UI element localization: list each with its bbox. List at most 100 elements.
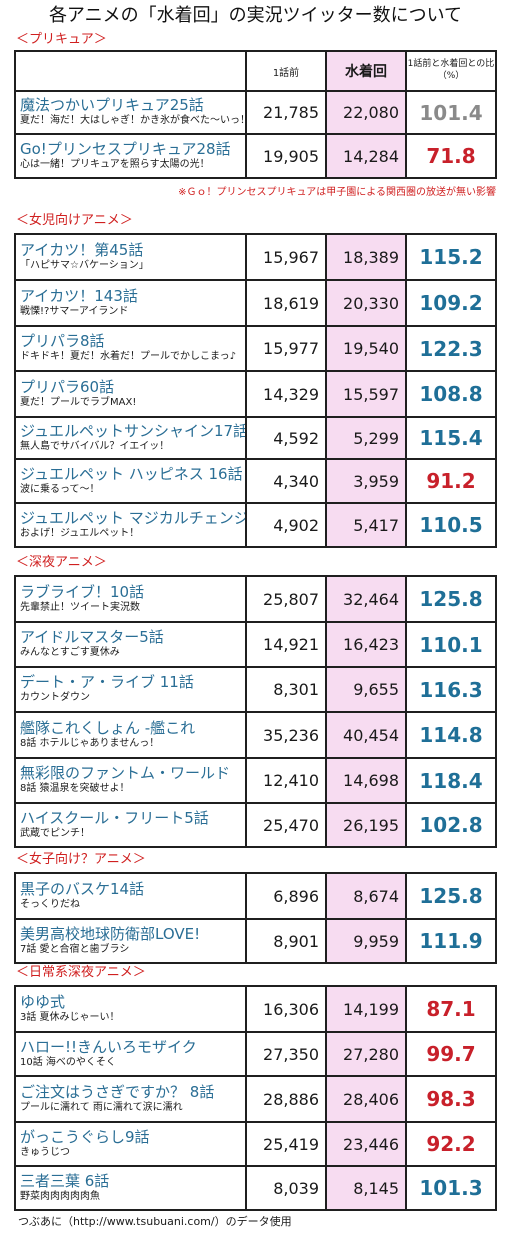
table-row: ハイスクール・フリート5話 武蔵でピンチ！ 25,470 26,195 102.8 — [14, 802, 497, 848]
episode-title: 三者三葉 6話 — [20, 1171, 110, 1190]
swim-count: 14,199 — [325, 985, 407, 1033]
before-count: 15,977 — [245, 325, 327, 372]
table-row: 三者三葉 6話 野菜肉肉肉肉肉魚 8,039 8,145 101.3 — [14, 1165, 497, 1211]
before-count: 4,902 — [245, 502, 327, 548]
section-label-girls: ＜女児向けアニメ＞ — [16, 213, 133, 228]
before-count: 35,236 — [245, 711, 327, 759]
name-cell: ジュエルペット マジカルチェンジ およげ！ジュエルペット！ — [14, 502, 247, 548]
episode-title: 美男高校地球防衛部LOVE! — [20, 924, 201, 943]
before-count: 16,306 — [245, 985, 327, 1033]
episode-subtitle: そっくりだね — [20, 898, 80, 910]
table-row: 美男高校地球防衛部LOVE! 7話 愛と合宿と歯ブラシ 8,901 9,959 1… — [14, 918, 497, 964]
swim-count: 14,284 — [325, 133, 407, 179]
episode-title: 魔法つかいプリキュア25話 — [20, 96, 204, 115]
table-row: アイカツ！第45話 「ハピサマ☆バケーション」 15,967 18,389 115… — [14, 233, 497, 281]
header-row: 1話前 水着回 1話前と水着回との比（%） — [14, 50, 497, 92]
before-count: 25,807 — [245, 575, 327, 623]
episode-subtitle: 戦慄!?サマーアイランド — [20, 305, 129, 317]
name-cell: アイカツ！第45話 「ハピサマ☆バケーション」 — [14, 233, 247, 281]
girls-anime-table: アイカツ！第45話 「ハピサマ☆バケーション」 15,967 18,389 115… — [14, 233, 497, 548]
before-count: 25,470 — [245, 802, 327, 848]
episode-subtitle: 夏だ！プールでラブMAX! — [20, 396, 137, 408]
episode-title: 艦隊これくしょん -艦これ — [20, 718, 196, 737]
episode-subtitle: 3話 夏休みじゃーい！ — [20, 1011, 120, 1023]
ratio-value: 125.8 — [405, 872, 497, 920]
swim-count: 14,698 — [325, 757, 407, 804]
episode-title: 無彩限のファントム・ワールド — [20, 764, 231, 783]
swim-count: 40,454 — [325, 711, 407, 759]
swim-count: 9,959 — [325, 918, 407, 964]
episode-title: アイカツ！第45話 — [20, 240, 144, 259]
episode-subtitle: 波に乗るって〜！ — [20, 483, 100, 495]
before-count: 14,921 — [245, 621, 327, 668]
ratio-value: 115.4 — [405, 416, 497, 460]
ratio-value: 110.1 — [405, 621, 497, 668]
ratio-value: 99.7 — [405, 1031, 497, 1077]
episode-title: アイドルマスター5話 — [20, 628, 164, 647]
episode-subtitle: ドキドキ！夏だ！水着だ！プールでかしこまっ♪ — [20, 351, 236, 363]
swim-count: 8,145 — [325, 1165, 407, 1211]
name-cell: ハロー!!きんいろモザイク 10話 海べのやくそく — [14, 1031, 247, 1077]
name-cell: 魔法つかいプリキュア25話 夏だ！海だ！大はしゃぎ！かき氷が食べた〜いっ！ — [14, 90, 247, 135]
episode-title: ジュエルペットサンシャイン17話 — [20, 421, 246, 440]
swim-count: 20,330 — [325, 279, 407, 327]
section-label-joshi: ＜女子向け？アニメ＞ — [16, 852, 146, 867]
joshi-anime-table: 黒子のバスケ14話 そっくりだね 6,896 8,674 125.8 美男高校地球… — [14, 872, 497, 964]
episode-subtitle: 「ハピサマ☆バケーション」 — [20, 259, 149, 271]
table-row: アイカツ！143話 戦慄!?サマーアイランド 18,619 20,330 109.… — [14, 279, 497, 327]
swim-count: 16,423 — [325, 621, 407, 668]
ratio-value: 125.8 — [405, 575, 497, 623]
episode-subtitle: 10話 海べのやくそく — [20, 1056, 116, 1068]
swim-count: 3,959 — [325, 458, 407, 504]
table-row: ハロー!!きんいろモザイク 10話 海べのやくそく 27,350 27,280 9… — [14, 1031, 497, 1077]
ratio-value: 98.3 — [405, 1075, 497, 1123]
episode-title: ハロー!!きんいろモザイク — [20, 1037, 197, 1056]
ratio-value: 71.8 — [405, 133, 497, 179]
name-cell: ジュエルペットサンシャイン17話 無人島でサバイバル？イエイッ！ — [14, 416, 247, 460]
before-count: 6,896 — [245, 872, 327, 920]
episode-subtitle: 無人島でサバイバル？イエイッ！ — [20, 440, 170, 452]
episode-subtitle: 武蔵でピンチ！ — [20, 827, 90, 839]
before-count: 27,350 — [245, 1031, 327, 1077]
episode-title: デート・ア・ライブ 11話 — [20, 673, 194, 692]
before-count: 8,301 — [245, 666, 327, 713]
name-cell: ゆゆ式 3話 夏休みじゃーい！ — [14, 985, 247, 1033]
name-cell: がっこうぐらし9話 きゅうじつ — [14, 1121, 247, 1167]
before-count: 15,967 — [245, 233, 327, 281]
page-title: 各アニメの「水着回」の実況ツイッター数について — [48, 5, 463, 26]
swim-count: 19,540 — [325, 325, 407, 372]
name-cell: デート・ア・ライブ 11話 カウントダウン — [14, 666, 247, 713]
episode-title: プリパラ60話 — [20, 377, 115, 396]
ratio-value: 108.8 — [405, 370, 497, 418]
name-cell: アイカツ！143話 戦慄!?サマーアイランド — [14, 279, 247, 327]
table-row: 魔法つかいプリキュア25話 夏だ！海だ！大はしゃぎ！かき氷が食べた〜いっ！ 21,… — [14, 90, 497, 135]
swim-count: 18,389 — [325, 233, 407, 281]
table-row: 無彩限のファントム・ワールド 8話 猿温泉を突破せよ！ 12,410 14,698… — [14, 757, 497, 804]
episode-title: アイカツ！143話 — [20, 286, 138, 305]
table-row: 黒子のバスケ14話 そっくりだね 6,896 8,674 125.8 — [14, 872, 497, 920]
episode-title: Go!プリンセスプリキュア28話 — [20, 139, 231, 158]
swim-count: 9,655 — [325, 666, 407, 713]
episode-title: 黒子のバスケ14話 — [20, 879, 145, 898]
before-count: 28,886 — [245, 1075, 327, 1123]
episode-subtitle: 野菜肉肉肉肉肉魚 — [20, 1190, 100, 1202]
name-cell: 無彩限のファントム・ワールド 8話 猿温泉を突破せよ！ — [14, 757, 247, 804]
name-cell: プリパラ60話 夏だ！プールでラブMAX! — [14, 370, 247, 418]
name-cell: アイドルマスター5話 みんなとすごす夏休み — [14, 621, 247, 668]
header-swim: 水着回 — [325, 50, 407, 92]
swim-count: 5,417 — [325, 502, 407, 548]
name-cell: 三者三葉 6話 野菜肉肉肉肉肉魚 — [14, 1165, 247, 1211]
episode-subtitle: カウントダウン — [20, 692, 90, 704]
nichijou-table: ゆゆ式 3話 夏休みじゃーい！ 16,306 14,199 87.1 ハロー!!き… — [14, 985, 497, 1211]
episode-subtitle: 7話 愛と合宿と歯ブラシ — [20, 943, 130, 955]
episode-subtitle: みんなとすごす夏休み — [20, 647, 120, 659]
episode-subtitle: 夏だ！海だ！大はしゃぎ！かき氷が食べた〜いっ！ — [20, 115, 246, 127]
swim-count: 27,280 — [325, 1031, 407, 1077]
name-cell: ジュエルペット ハッピネス 16話 波に乗るって〜！ — [14, 458, 247, 504]
ratio-value: 102.8 — [405, 802, 497, 848]
swim-count: 26,195 — [325, 802, 407, 848]
episode-title: がっこうぐらし9話 — [20, 1127, 150, 1146]
ratio-value: 87.1 — [405, 985, 497, 1033]
episode-title: ラブライブ！10話 — [20, 582, 145, 601]
table-row: ジュエルペット マジカルチェンジ およげ！ジュエルペット！ 4,902 5,417… — [14, 502, 497, 548]
